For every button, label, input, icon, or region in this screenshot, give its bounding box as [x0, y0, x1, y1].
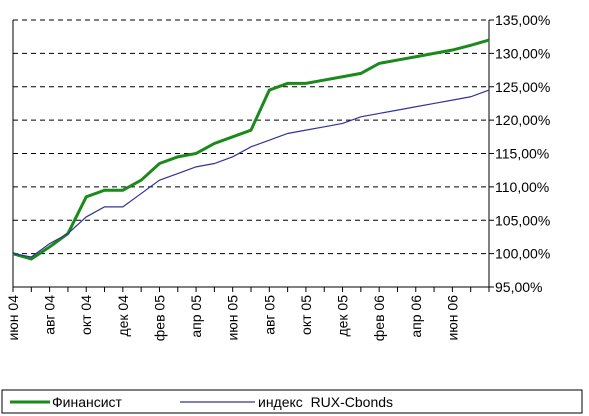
y-tick-label: 105,00% [495, 212, 550, 228]
y-tick-label: 110,00% [495, 179, 549, 195]
x-tick-label: июн 04 [5, 295, 21, 341]
y-tick-label: 100,00% [495, 246, 550, 262]
legend-label: индекс RUX-Cbonds [258, 394, 393, 410]
y-tick-label: 130,00% [495, 45, 550, 61]
x-tick-label: авг 05 [261, 295, 277, 335]
y-tick-label: 120,00% [495, 112, 550, 128]
x-tick-label: июн 06 [444, 295, 460, 341]
x-tick-label: апр 06 [408, 295, 424, 338]
x-tick-label: авг 04 [42, 295, 58, 335]
x-tick-label: дек 05 [335, 295, 351, 337]
series-line [12, 38, 490, 261]
x-tick-label: фев 06 [371, 295, 387, 341]
y-tick-label: 125,00% [495, 79, 550, 95]
x-tick-label: окт 04 [78, 295, 94, 335]
x-tick-label: апр 05 [188, 295, 204, 338]
y-tick-label: 115,00% [495, 146, 549, 162]
legend-label: Финансист [52, 394, 123, 410]
x-tick-label: фев 05 [151, 295, 167, 341]
y-tick-label: 95,00% [495, 279, 542, 295]
x-tick-label: окт 05 [298, 295, 314, 335]
x-tick-label: дек 04 [115, 295, 131, 337]
x-tick-label: июн 05 [225, 295, 241, 341]
legend-box [1, 389, 583, 414]
series-line [12, 89, 490, 258]
y-tick-label: 135,00% [495, 12, 550, 28]
